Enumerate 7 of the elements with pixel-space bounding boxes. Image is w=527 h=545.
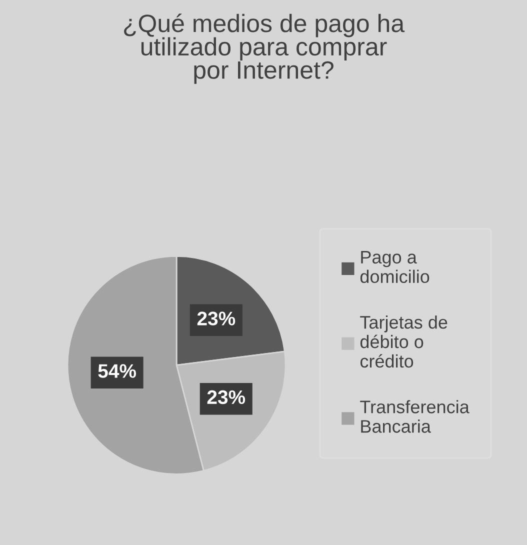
data-label: 23% (207, 390, 246, 404)
legend-label: Pago a domicilio (360, 250, 430, 284)
legend-label: Tarjetas de débito o crédito (360, 315, 448, 368)
data-label: 54% (98, 364, 136, 378)
chart-title: ¿Qué medios de pago ha utilizado para comprar por Internet? (124, 14, 405, 84)
legend-label: Transferencia Bancaria (360, 400, 470, 433)
data-label: 23% (197, 312, 236, 326)
